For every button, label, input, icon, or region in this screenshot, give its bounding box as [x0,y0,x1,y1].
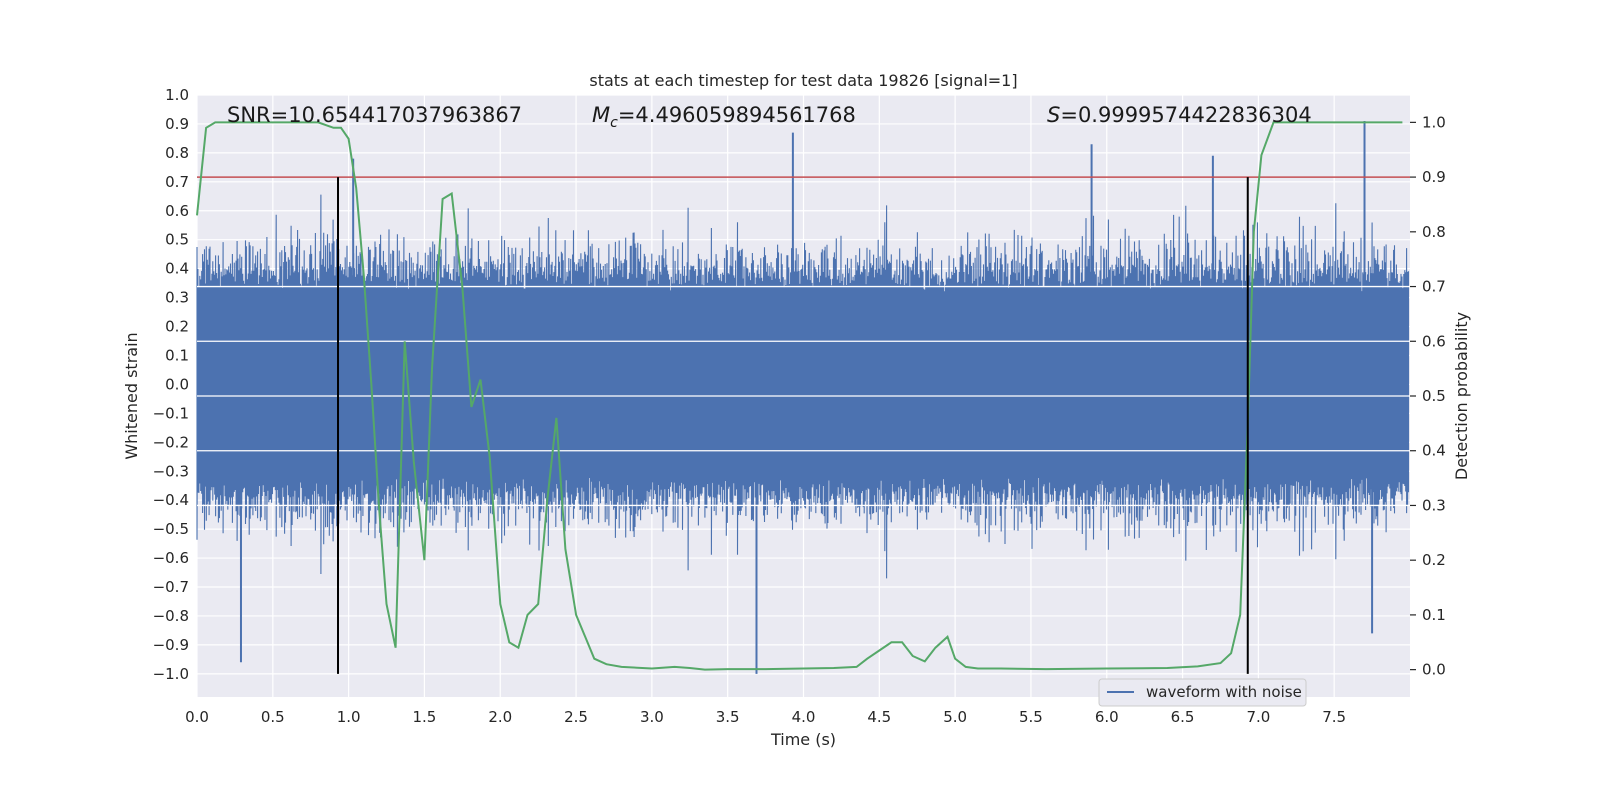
x-tick-label: 1.0 [337,708,361,726]
y2-tick-label: 0.7 [1422,278,1446,296]
y2-tick-label: 0.0 [1422,661,1446,679]
y-tick-label: 1.0 [165,86,189,104]
y-tick-label: −0.5 [153,520,189,538]
waveform-line [196,194,1410,579]
overlay-series [196,121,1410,674]
y-tick-label: 0.5 [165,231,189,249]
y-tick-label: −1.0 [153,665,189,683]
x-tick-label: 4.5 [867,708,891,726]
annotation-s-symbol: S [1047,103,1060,127]
annotation-mc-value: =4.496059894561768 [618,103,856,127]
waveform-series [196,121,1410,674]
y-tick-label: −0.4 [153,491,189,509]
annotation-mc-subscript: c [610,115,618,131]
annotation-score: S=0.9999574422836304 [1047,103,1312,127]
y2-tick-label: 0.9 [1422,168,1446,186]
x-tick-label: 6.5 [1171,708,1195,726]
y-tick-label: 0.4 [165,260,189,278]
y-tick-label: 0.1 [165,346,189,364]
y-tick-label: −0.2 [153,433,189,451]
y-tick-label: 0.3 [165,289,189,307]
axes: 0.0 0.5 1.0 1.5 2.0 2.5 3.0 3.5 4.0 4.5 5.0 5.5 6.0 6… [153,86,1446,726]
y-tick-label: −0.3 [153,462,189,480]
x-tick-label: 7.0 [1246,708,1270,726]
x-tick-label: 5.0 [943,708,967,726]
x-tick-label: 0.0 [185,708,209,726]
secondary-grid [197,285,1410,507]
x-tick-label: 4.0 [792,708,816,726]
legend: waveform with noise [1098,678,1307,707]
x-tick-label: 3.5 [716,708,740,726]
y-tick-label: 0.7 [165,173,189,191]
y2-tick-label: 0.2 [1422,551,1446,569]
annotation-mc-symbol: M [592,103,610,127]
x-tick-label: 2.0 [488,708,512,726]
annotation-chirp-mass: Mc=4.496059894561768 [592,103,856,131]
x-tick-label: 7.5 [1322,708,1346,726]
x-tick-label: 2.5 [564,708,588,726]
chart-title: stats at each timestep for test data 198… [589,71,1017,90]
y-tick-label: −0.1 [153,404,189,422]
y2-tick-label: 1.0 [1422,113,1446,131]
y-tick-label: 0.9 [165,115,189,133]
y-tick-label: 0.0 [165,375,189,393]
probability-line [196,121,1403,671]
x-tick-label: 6.0 [1095,708,1119,726]
y2-tick-label: 0.1 [1422,606,1446,624]
y-tick-label: 0.8 [165,144,189,162]
x-tick-label: 5.5 [1019,708,1043,726]
x-tick-label: 3.0 [640,708,664,726]
y-tick-label: −0.7 [153,578,189,596]
y2-tick-label: 0.4 [1422,442,1446,460]
y-tick-label: 0.2 [165,318,189,336]
x-tick-label: 0.5 [261,708,285,726]
legend-label: waveform with noise [1146,683,1302,701]
y2-tick-label: 0.3 [1422,496,1446,514]
y-axis-label: Whitened strain [122,332,141,459]
y2-axis-label: Detection probability [1452,312,1471,480]
legend-box [1098,678,1307,707]
x-tick-label: 1.5 [413,708,437,726]
y2-tick-label: 0.6 [1422,332,1446,350]
y-tick-label: −0.9 [153,636,189,654]
x-axis-label: Time (s) [770,730,836,749]
y2-tick-label: 0.5 [1422,387,1446,405]
y-tick-label: −0.6 [153,549,189,567]
y-tick-label: 0.6 [165,202,189,220]
annotation-s-value: =0.9999574422836304 [1060,103,1311,127]
annotation-snr: SNR=10.654417037963867 [227,103,522,127]
y2-tick-label: 0.8 [1422,223,1446,241]
y-tick-label: −0.8 [153,607,189,625]
